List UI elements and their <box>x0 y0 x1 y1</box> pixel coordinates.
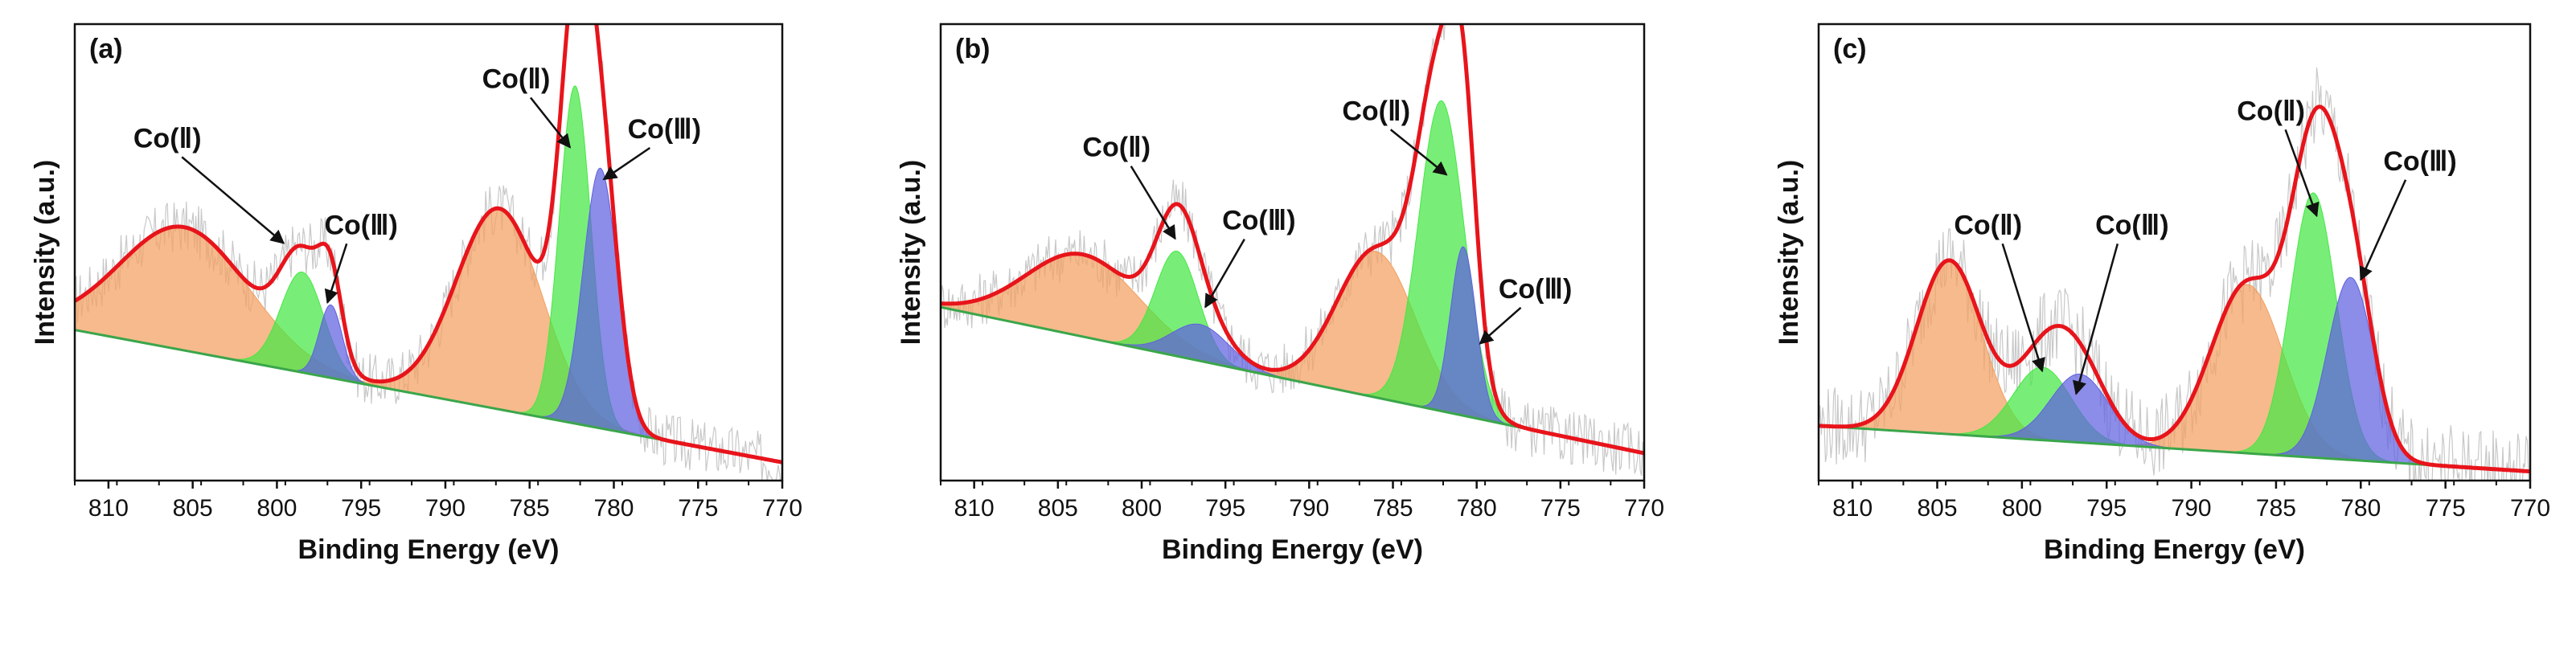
y-axis-label: Intensity (a.u.) <box>30 160 60 345</box>
x-tick-label: 795 <box>2086 495 2127 522</box>
annotation-arrow <box>1389 129 1448 176</box>
background-line <box>1819 424 2530 473</box>
y-axis-label: Intensity (a.u.) <box>896 160 926 345</box>
panel-label: (c) <box>1833 34 1867 64</box>
x-tick-label: 790 <box>425 495 466 522</box>
peak-annotation-label: Co(Ⅱ) <box>1954 210 2022 240</box>
peak-annotation-label: Co(Ⅲ) <box>324 210 397 240</box>
x-axis-label: Binding Energy (eV) <box>2044 534 2305 565</box>
annotation-arrow <box>2284 129 2320 218</box>
x-tick-label: 800 <box>2002 495 2042 522</box>
peak-annotation-label: Co(Ⅱ) <box>1342 96 1410 126</box>
peak-annotation-label: Co(Ⅱ) <box>482 64 551 95</box>
x-tick-label: 790 <box>1289 495 1329 522</box>
envelope-curve <box>75 24 782 465</box>
x-tick-label: 790 <box>2172 495 2212 522</box>
raw-spectrum <box>941 24 1644 480</box>
x-tick-label: 770 <box>1624 495 1664 522</box>
annotation-arrow <box>1204 238 1245 309</box>
panel-c: 810 805 800 795 790 785 780 775 770 Binding Energ… <box>1774 23 2550 565</box>
peak-annotation-label: Co(Ⅲ) <box>2383 146 2456 177</box>
x-tick-label: 795 <box>341 495 381 522</box>
plot-frame <box>939 23 1646 482</box>
x-tick-label: 795 <box>1205 495 1245 522</box>
y-axis-label: Intensity (a.u.) <box>1774 160 1804 345</box>
x-tick-label: 785 <box>1372 495 1413 522</box>
x-tick-label: 780 <box>593 495 634 522</box>
annotation-arrow <box>1479 306 1522 345</box>
x-tick-label: 800 <box>256 495 297 522</box>
envelope-curve <box>941 24 1644 456</box>
annotation-arrow <box>181 156 285 244</box>
x-tick-label: 770 <box>2510 495 2550 522</box>
x-axis-label: Binding Energy (eV) <box>298 534 560 565</box>
peak-annotation-label: Co(Ⅲ) <box>2095 210 2168 240</box>
x-tick-label: 775 <box>2426 495 2466 522</box>
plot-frame <box>73 23 784 482</box>
plot-frame <box>1817 23 2532 482</box>
x-tick-label: 780 <box>2340 495 2381 522</box>
panel-b: 810 805 800 795 790 785 780 775 770 Binding Energ… <box>896 23 1664 565</box>
plot-area <box>941 24 1644 480</box>
envelope-curve <box>1819 104 2530 474</box>
x-tick-label: 775 <box>678 495 718 522</box>
annotation-arrow <box>324 243 348 305</box>
panel-a: 810 805 800 795 790 785 780 775 770 Binding Energ… <box>30 23 802 565</box>
x-tick-label: 770 <box>762 495 802 522</box>
x-tick-label: 805 <box>1917 495 1957 522</box>
annotation-arrow <box>2001 243 2045 373</box>
peak-annotation-label: Co(Ⅲ) <box>628 114 701 145</box>
panel-label: (a) <box>89 34 123 64</box>
peak-annotation-label: Co(Ⅲ) <box>1222 206 1295 236</box>
panel-label: (b) <box>955 34 990 64</box>
annotation-arrow <box>2359 179 2407 281</box>
x-tick-label: 810 <box>954 495 995 522</box>
plot-area <box>75 24 782 481</box>
x-axis-label: Binding Energy (eV) <box>1162 534 1423 565</box>
annotation-arrow <box>2073 243 2119 395</box>
peak-annotation-label: Co(Ⅱ) <box>1082 133 1151 163</box>
peak-annotation-label: Co(Ⅱ) <box>2237 96 2305 126</box>
x-tick-label: 800 <box>1122 495 1162 522</box>
x-tick-label: 805 <box>173 495 213 522</box>
x-tick-label: 810 <box>88 495 129 522</box>
plot-area <box>1819 67 2530 481</box>
x-tick-label: 780 <box>1457 495 1497 522</box>
x-tick-label: 785 <box>2256 495 2296 522</box>
x-tick-label: 805 <box>1038 495 1078 522</box>
annotation-arrow <box>602 146 651 181</box>
x-tick-label: 775 <box>1540 495 1581 522</box>
x-tick-label: 785 <box>510 495 550 522</box>
annotation-arrow <box>529 96 572 149</box>
peak-annotation-label: Co(Ⅲ) <box>1499 274 1572 305</box>
annotation-arrow <box>1130 166 1176 240</box>
peak-annotation-label: Co(Ⅱ) <box>133 123 202 153</box>
x-tick-label: 810 <box>1832 495 1873 522</box>
